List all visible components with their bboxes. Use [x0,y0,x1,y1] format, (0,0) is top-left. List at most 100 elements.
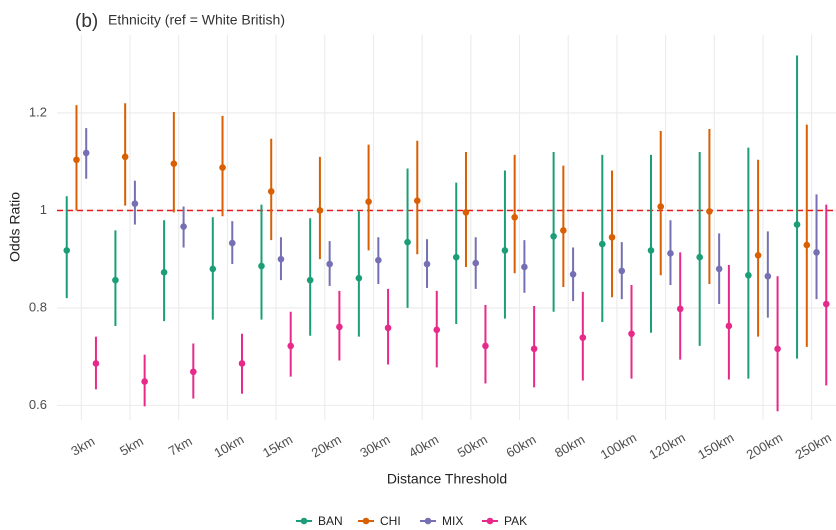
point [657,203,665,210]
legend-key-point [300,517,308,525]
point [433,326,441,334]
point [336,323,343,331]
legend: BAN CHI MIX PAK [296,514,527,528]
point [287,342,295,350]
x-tick-label: 10km [211,432,246,461]
point [92,360,100,367]
chart-title: Ethnicity (ref = White British) [108,12,285,28]
point [628,330,635,338]
x-tick-label: 100km [598,430,639,463]
point [180,223,187,230]
x-tick-label: 120km [646,430,687,463]
point [131,200,139,207]
x-tick-label: 7km [166,433,195,458]
point [569,270,577,278]
point [209,265,217,273]
point [550,232,557,240]
point [277,255,285,263]
point [462,209,470,216]
x-tick-label: 150km [695,430,736,463]
point [579,334,587,341]
legend-label: BAN [318,514,343,528]
point [141,378,148,385]
point [404,238,411,246]
point [384,324,392,332]
point [219,164,226,171]
point [112,276,119,284]
x-tick-label: 3km [68,433,97,458]
point [715,265,723,273]
point [267,188,275,195]
point [774,345,781,353]
point [754,251,762,259]
legend-label: CHI [380,514,401,528]
x-tick-label: 15km [260,432,295,461]
point [82,149,90,157]
point [375,256,382,264]
point [452,253,460,261]
y-axis-title: Odds Ratio [7,192,23,262]
marks [57,55,836,412]
x-tick-label: 60km [503,432,538,461]
x-axis-title: Distance Threshold [387,471,507,487]
point [511,213,518,221]
point [813,249,820,256]
point [725,322,733,330]
legend-key-point [362,517,370,525]
x-tick-label: 5km [117,433,146,458]
y-tick-label: 0.6 [29,397,47,412]
point [306,276,314,284]
point [696,253,703,261]
point [501,247,509,254]
point [764,272,772,280]
point [472,259,480,267]
point [170,160,178,167]
point [599,240,606,248]
point [793,221,801,228]
x-tick-label: 200km [744,430,785,463]
point [647,247,655,254]
point [521,263,528,271]
legend-key-point [424,517,432,525]
point [560,227,567,234]
point [316,207,324,214]
point [618,267,626,275]
point [355,274,363,282]
point [482,342,489,350]
point [423,260,431,268]
point [413,197,421,204]
grid: 0.6 0.8 1 1.2 3km 5km 7km 10km 15km 20km 30km 40km 5… [29,35,836,462]
point [365,198,372,205]
y-tick-label: 1.2 [29,104,47,119]
point [238,360,246,367]
point [258,262,265,270]
x-tick-label: 30km [357,432,392,461]
point [121,153,129,161]
point [190,368,197,376]
point [676,305,684,313]
legend-label: MIX [442,514,463,528]
point [667,250,674,257]
point [706,208,713,215]
legend-key-point [486,517,494,525]
point [803,241,811,249]
point [228,239,236,247]
panel-tag: (b) [75,11,98,32]
y-tick-label: 1 [40,202,47,217]
point [63,247,71,254]
x-tick-label: 40km [406,432,441,461]
point [73,156,80,164]
x-tick-label: 80km [552,432,587,461]
legend-label: PAK [504,514,527,528]
x-tick-label: 250km [792,430,833,463]
point [530,345,538,353]
point [745,271,752,279]
x-tick-label: 50km [455,432,490,461]
point [822,300,830,308]
point [160,269,168,276]
y-tick-label: 0.8 [29,299,47,314]
point [608,233,616,241]
point [326,260,333,268]
